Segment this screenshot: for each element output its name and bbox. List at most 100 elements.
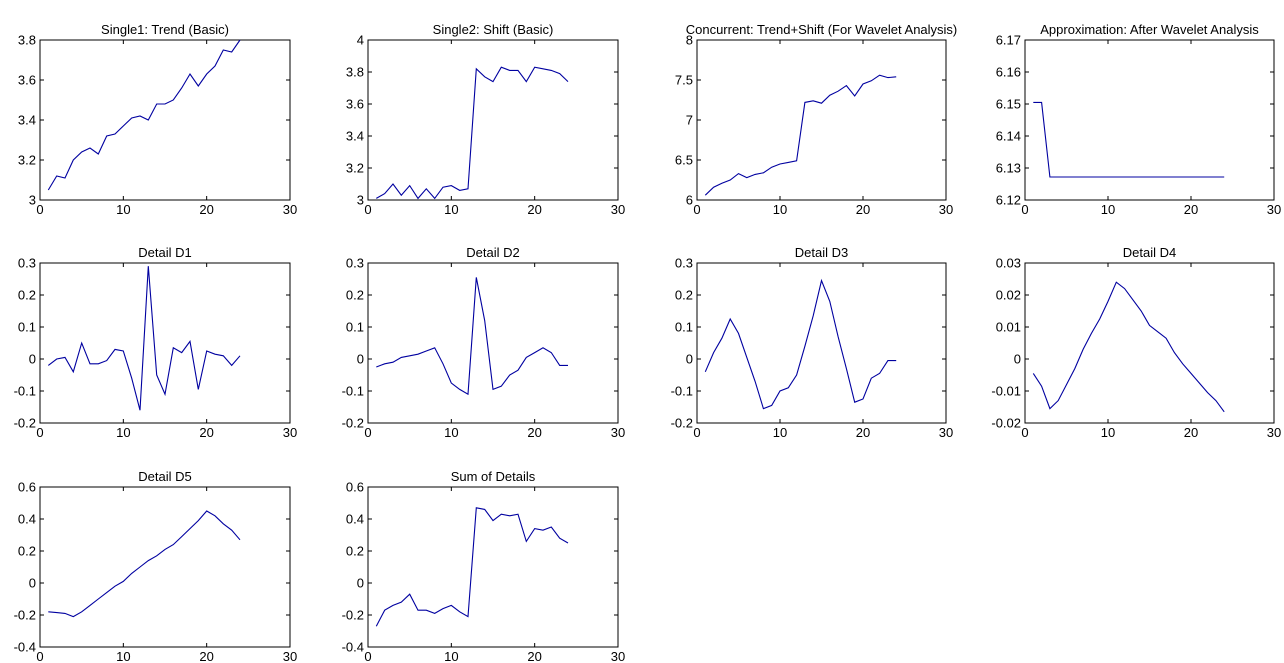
x-tick-label: 10 xyxy=(1101,425,1115,440)
y-tick-label: -0.1 xyxy=(342,384,364,399)
y-tick-label: 0.2 xyxy=(18,544,36,559)
subplot-3: Concurrent: Trend+Shift (For Wavelet Ana… xyxy=(675,22,957,217)
axes-frame xyxy=(1024,39,1275,201)
x-tick-label: 10 xyxy=(1101,202,1115,217)
series-line xyxy=(704,74,897,196)
x-tick-label: 10 xyxy=(773,202,787,217)
y-tick-label: 3.4 xyxy=(18,113,36,128)
y-tick-label: 0.3 xyxy=(346,256,364,271)
x-tick-label: 10 xyxy=(444,649,458,663)
axes-frame xyxy=(367,39,619,201)
y-tick-label: -0.01 xyxy=(991,384,1021,399)
axes-frame xyxy=(696,39,947,201)
series-line xyxy=(1033,101,1225,178)
axes-frame xyxy=(39,39,291,201)
x-tick-label: 0 xyxy=(364,649,371,663)
y-tick-label: 3.2 xyxy=(18,153,36,168)
x-tick-label: 10 xyxy=(116,425,130,440)
y-tick-label: 0.02 xyxy=(996,288,1021,303)
y-tick-label: -0.1 xyxy=(14,384,36,399)
y-tick-label: 3.8 xyxy=(346,65,364,80)
x-tick-label: 30 xyxy=(939,425,953,440)
y-tick-label: 3.8 xyxy=(18,33,36,48)
y-tick-label: 3.2 xyxy=(346,161,364,176)
y-tick-label: -0.2 xyxy=(342,416,364,431)
x-tick-label: 20 xyxy=(856,425,870,440)
x-tick-label: 20 xyxy=(856,202,870,217)
y-tick-label: 3 xyxy=(29,193,36,208)
y-tick-label: 0.1 xyxy=(346,320,364,335)
y-tick-label: -0.02 xyxy=(991,416,1021,431)
series-line xyxy=(376,66,569,200)
y-tick-label: 4 xyxy=(357,33,364,48)
y-tick-label: 6.14 xyxy=(996,129,1021,144)
x-tick-label: 20 xyxy=(199,202,213,217)
subplot-6: Detail D2 0 10 20 30 -0.2 -0.1 0 0.1 0.2 0.3 xyxy=(342,245,626,440)
y-tick-label: 6 xyxy=(686,193,693,208)
x-tick-label: 30 xyxy=(283,202,297,217)
x-tick-label: 30 xyxy=(611,649,625,663)
series-line xyxy=(48,510,241,618)
series-line xyxy=(376,277,568,396)
y-tick-label: 3 xyxy=(357,193,364,208)
y-tick-label: 0.2 xyxy=(346,288,364,303)
x-tick-label: 0 xyxy=(1021,202,1028,217)
x-tick-label: 30 xyxy=(283,425,297,440)
x-tick-label: 30 xyxy=(611,425,625,440)
y-tick-label: -0.2 xyxy=(342,608,364,623)
subplot-title: Detail D5 xyxy=(138,469,191,484)
x-tick-label: 20 xyxy=(527,425,541,440)
axes-frame xyxy=(39,262,291,424)
y-tick-label: 6.15 xyxy=(996,97,1021,112)
y-tick-label: 0.4 xyxy=(18,512,36,527)
x-tick-label: 10 xyxy=(116,649,130,663)
y-tick-label: 0.2 xyxy=(18,288,36,303)
x-tick-label: 30 xyxy=(939,202,953,217)
y-tick-label: 0.1 xyxy=(675,320,693,335)
y-tick-label: -0.1 xyxy=(671,384,693,399)
subplot-4: Approximation: After Wavelet Analysis 0 10… xyxy=(996,22,1282,217)
subplot-title: Single2: Shift (Basic) xyxy=(433,22,554,37)
y-tick-label: 0.01 xyxy=(996,320,1021,335)
y-tick-label: -0.4 xyxy=(14,640,36,655)
x-tick-label: 0 xyxy=(364,425,371,440)
subplot-10: Sum of Details 0 10 20 30 -0.4 -0.2 0 0.2 0.4 0.6 xyxy=(342,469,626,663)
subplot-title: Detail D1 xyxy=(138,245,191,260)
y-tick-label: -0.2 xyxy=(14,608,36,623)
y-tick-label: 0.1 xyxy=(18,320,36,335)
x-tick-label: 30 xyxy=(283,649,297,663)
subplot-2: Single2: Shift (Basic) 0 10 20 30 3 3.2 3.4 3.6 3… xyxy=(346,22,625,217)
y-tick-label: -0.2 xyxy=(671,416,693,431)
y-tick-label: 8 xyxy=(686,33,693,48)
x-tick-label: 0 xyxy=(36,202,43,217)
y-tick-label: 0 xyxy=(357,576,364,591)
subplot-title: Detail D2 xyxy=(466,245,519,260)
y-tick-label: 6.13 xyxy=(996,161,1021,176)
x-tick-label: 30 xyxy=(611,202,625,217)
axes-frame xyxy=(696,262,947,424)
y-tick-label: 0 xyxy=(29,352,36,367)
y-tick-label: 3.4 xyxy=(346,129,364,144)
x-tick-label: 20 xyxy=(199,649,213,663)
subplot-7: Detail D3 0 10 20 30 -0.2 -0.1 0 0.1 0.2 0.3 xyxy=(671,245,954,440)
y-tick-label: 0 xyxy=(1014,352,1021,367)
y-tick-label: 0.03 xyxy=(996,256,1021,271)
subplot-1: Single1: Trend (Basic) 0 10 20 30 3 3.2 3.4 3.6 3… xyxy=(18,22,297,217)
subplot-title: Detail D4 xyxy=(1123,245,1176,260)
x-tick-label: 10 xyxy=(116,202,130,217)
series-line xyxy=(47,39,241,191)
x-tick-label: 0 xyxy=(693,202,700,217)
y-tick-label: 0.3 xyxy=(675,256,693,271)
y-tick-label: 0.6 xyxy=(346,480,364,495)
y-tick-label: 6.12 xyxy=(996,193,1021,208)
x-tick-label: 0 xyxy=(1021,425,1028,440)
x-tick-label: 0 xyxy=(693,425,700,440)
x-tick-label: 20 xyxy=(1184,425,1198,440)
series-line xyxy=(1032,281,1225,413)
axes-frame xyxy=(367,262,619,424)
y-tick-label: 0 xyxy=(686,352,693,367)
y-tick-label: 0.6 xyxy=(18,480,36,495)
series-line xyxy=(375,507,569,627)
y-tick-label: 6.5 xyxy=(675,153,693,168)
